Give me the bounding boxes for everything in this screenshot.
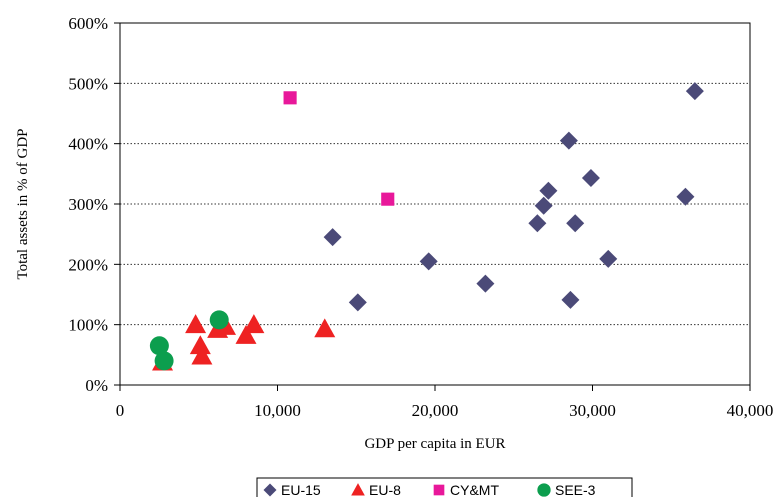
legend-items: EU-15 EU-8 CY&MT SEE-3	[263, 482, 596, 497]
circle-point	[149, 336, 169, 356]
y-axis-ticks: 0% 100% 200% 300% 400% 500% 600%	[68, 14, 120, 395]
y-tick-label: 300%	[68, 195, 108, 214]
circle-legend-marker	[537, 483, 551, 497]
triangle-legend-marker	[351, 483, 365, 496]
y-tick-label: 500%	[68, 74, 108, 93]
x-axis-title: GDP per capita in EUR	[364, 436, 505, 452]
circle-point	[154, 351, 174, 371]
diamond-point	[581, 169, 600, 188]
square-point	[381, 192, 395, 206]
diamond-legend-marker	[263, 483, 277, 497]
x-tick-label: 40,000	[727, 401, 774, 420]
y-tick-label: 100%	[68, 316, 108, 335]
y-tick-label: 0%	[85, 376, 108, 395]
diamond-point	[685, 82, 704, 101]
diamond-point	[419, 252, 438, 271]
x-tick-label: 20,000	[412, 401, 459, 420]
gridlines	[120, 82, 750, 326]
y-tick-label: 600%	[68, 14, 108, 33]
triangle-point	[243, 314, 265, 334]
diamond-point	[528, 214, 547, 233]
diamond-point	[476, 274, 495, 293]
data-points	[149, 82, 704, 371]
series-square	[283, 91, 395, 206]
legend-label: SEE-3	[555, 482, 596, 497]
diamond-point	[676, 187, 695, 206]
diamond-point	[566, 214, 585, 233]
x-tick-label: 10,000	[254, 401, 301, 420]
triangle-point	[235, 325, 257, 344]
triangle-point	[314, 318, 336, 338]
diamond-point	[559, 131, 578, 150]
y-tick-label: 200%	[68, 255, 108, 274]
y-axis-title: Total assets in % of GDP	[15, 128, 31, 279]
legend: EU-15 EU-8 CY&MT SEE-3	[256, 477, 633, 497]
series-triangle	[152, 314, 336, 371]
legend-label: EU-15	[281, 482, 321, 497]
triangle-point	[191, 345, 213, 365]
series-diamond	[323, 82, 704, 312]
diamond-point	[323, 228, 342, 247]
x-tick-label: 0	[116, 401, 125, 420]
diamond-point	[534, 196, 553, 215]
legend-label: EU-8	[369, 482, 401, 497]
x-tick-label: 30,000	[569, 401, 616, 420]
diamond-point	[539, 181, 558, 200]
diamond-point	[348, 293, 367, 312]
circle-point	[209, 310, 229, 330]
x-axis-ticks: 0 10,000 20,000 30,000 40,000	[116, 385, 774, 420]
diamond-point	[561, 290, 580, 309]
legend-label: CY&MT	[450, 482, 499, 497]
triangle-point	[189, 335, 211, 355]
diamond-point	[599, 249, 618, 268]
square-legend-marker	[433, 484, 445, 496]
y-tick-label: 400%	[68, 135, 108, 154]
series-circle	[149, 310, 229, 371]
triangle-point	[185, 314, 207, 334]
square-point	[283, 91, 297, 105]
